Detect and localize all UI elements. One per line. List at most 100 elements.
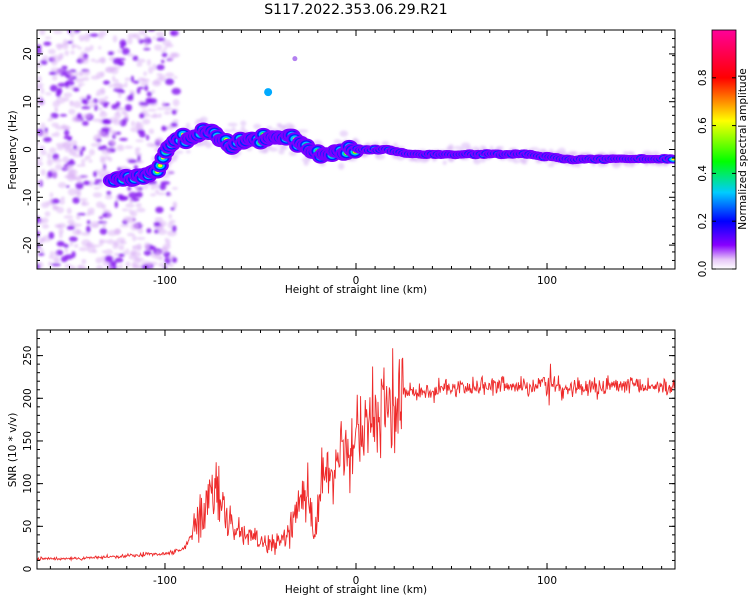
spectrogram-haze-mark — [446, 146, 455, 150]
spectrogram-noise-mark — [136, 207, 146, 213]
spectrogram-noise-mark — [76, 212, 87, 216]
spectrogram-noise-mark — [76, 113, 82, 119]
spectrogram-noise-mark — [119, 39, 127, 47]
colorbar: 0.0 0.2 0.4 0.6 0.8 Normalized spectral ampl… — [697, 29, 749, 277]
spectrogram-noise-mark — [69, 101, 74, 104]
spectrogram-noise-mark — [148, 245, 157, 250]
spectrogram-noise-mark — [165, 72, 175, 78]
spectrogram-noise-mark — [119, 137, 128, 141]
spectrogram-noise-mark — [122, 111, 128, 116]
spectrogram-noise-mark — [57, 182, 67, 189]
spectrogram-haze-mark — [626, 151, 636, 156]
spectrogram-noise-mark — [144, 41, 149, 48]
spectrogram-noise-mark — [39, 30, 46, 36]
colorbar-tick-label: 0.4 — [697, 165, 709, 182]
spectrogram-noise-mark — [72, 197, 80, 204]
spectrogram-noise-mark — [138, 30, 147, 36]
spectrogram-noise-mark — [73, 100, 82, 109]
spectrogram-noise-mark — [77, 46, 82, 50]
spectrogram-noise-mark — [47, 152, 52, 160]
spectrogram-noise-mark — [126, 95, 134, 101]
spectrogram-noise-mark — [92, 118, 102, 122]
spectrogram-noise-mark — [47, 170, 53, 178]
spectrogram-noise-mark — [170, 122, 178, 128]
spectrogram-noise-mark — [44, 36, 52, 40]
spectrogram-noise-mark — [151, 89, 155, 94]
spectrogram-noise-mark — [128, 192, 138, 199]
spectrogram-noise-mark — [143, 71, 148, 77]
spectrogram-noise-mark — [81, 146, 86, 152]
spectrogram-noise-mark — [104, 255, 113, 263]
spectrogram-noise-mark — [164, 78, 175, 86]
snr-marks — [37, 348, 675, 562]
spectrogram-noise-mark — [65, 81, 69, 89]
spectrogram-noise-mark — [84, 46, 91, 53]
spectrogram-noise-mark — [161, 59, 165, 64]
spectrogram-noise-mark — [56, 145, 64, 151]
spectrogram-noise-mark — [61, 125, 71, 131]
spectrogram-noise-mark — [130, 126, 139, 133]
spectrogram-noise-mark — [87, 207, 95, 213]
spectrogram-noise-mark — [37, 156, 43, 161]
spectrogram-noise-mark — [100, 56, 106, 64]
spectrogram-haze-mark — [195, 118, 204, 122]
spectrogram-noise-mark — [135, 187, 140, 191]
spectrogram-haze-mark — [227, 122, 238, 127]
spectrogram-noise-mark — [100, 110, 106, 115]
spectrogram-noise-mark — [113, 82, 124, 90]
spectrogram-noise-mark — [53, 259, 60, 264]
spectrogram-noise-mark — [93, 137, 98, 141]
spectrogram-noise-mark — [59, 198, 65, 205]
spectrogram-noise-mark — [55, 70, 62, 76]
spectrogram-haze-mark — [277, 123, 283, 129]
snr-x-tick-label: 100 — [537, 575, 557, 587]
spectrogram-noise-mark — [168, 213, 172, 219]
spectrogram-noise-mark — [124, 104, 133, 112]
spectrogram-noise-mark — [90, 244, 101, 248]
spectrogram-noise-mark — [112, 35, 118, 43]
spectrogram-noise-mark — [173, 75, 178, 79]
spectrogram-noise-mark — [63, 92, 73, 98]
spectrogram-noise-mark — [157, 225, 164, 232]
spectrogram-noise-mark — [94, 179, 103, 183]
snr-x-axis-label: Height of straight line (km) — [285, 584, 427, 596]
spectrogram-noise-mark — [154, 137, 164, 145]
spectrogram-noise-mark — [156, 64, 165, 71]
spectrogram-noise-mark — [46, 158, 53, 167]
spectrogram-haze-mark — [375, 154, 380, 158]
spectrogram-noise-mark — [45, 92, 52, 96]
spectrogram-noise-mark — [107, 51, 114, 56]
spectrogram-haze-mark — [339, 130, 349, 137]
spectrogram-noise-mark — [37, 85, 43, 90]
spectrogram-noise-mark — [107, 212, 111, 220]
spectrogram-noise-mark — [154, 217, 164, 223]
spectrogram-noise-mark — [148, 128, 155, 135]
snr-y-tick-label: 100 — [22, 474, 34, 494]
spectrogram-noise-mark — [65, 185, 70, 188]
snr-y-tick-label: 200 — [22, 388, 34, 408]
spectrogram-noise-mark — [120, 224, 130, 228]
spectrogram-noise-mark — [81, 258, 87, 265]
spectrogram-x-tick-label: 100 — [537, 275, 557, 287]
spectrogram-noise-mark — [59, 113, 68, 117]
spectrogram-noise-mark — [80, 57, 89, 64]
colorbar-gradient — [711, 29, 737, 270]
spectrogram-haze-mark — [298, 129, 309, 133]
spectrogram-noise-mark — [63, 135, 73, 140]
spectrogram-noise-mark — [137, 129, 145, 135]
spectrogram-noise-mark — [88, 159, 93, 163]
spectrogram-noise-mark — [76, 164, 86, 167]
spectrogram-noise-mark — [162, 101, 166, 108]
spectrogram-noise-mark — [99, 228, 108, 235]
spectrogram-noise-mark — [136, 243, 142, 251]
spectrogram-noise-mark — [124, 145, 133, 149]
spectrogram-feature-mark — [292, 56, 298, 62]
spectrogram-noise-mark — [78, 247, 88, 252]
spectrogram-noise-mark — [120, 195, 129, 201]
spectrogram-haze-mark — [338, 162, 345, 170]
spectrogram-noise-mark — [40, 88, 45, 95]
spectrogram-noise-mark — [125, 248, 130, 256]
spectrogram-noise-mark — [63, 243, 69, 248]
spectrogram-noise-mark — [116, 106, 122, 111]
spectrogram-noise-mark — [155, 250, 161, 258]
